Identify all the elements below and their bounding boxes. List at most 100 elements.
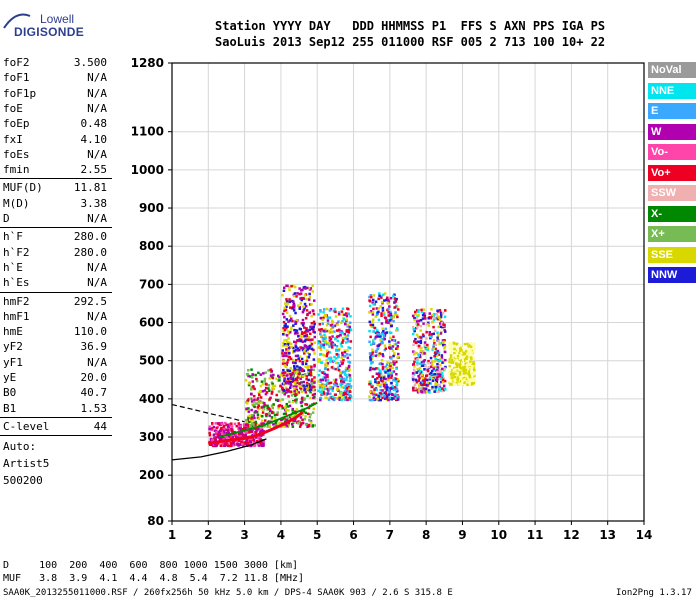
echo-point — [292, 284, 295, 288]
echo-point — [301, 340, 305, 343]
echo-point — [430, 365, 433, 368]
echo-point — [318, 328, 321, 331]
echo-point — [421, 376, 425, 380]
echo-point — [330, 331, 334, 334]
echo-point — [286, 417, 289, 420]
echo-point — [348, 390, 352, 393]
echo-point — [468, 375, 472, 379]
echo-point — [439, 322, 442, 325]
echo-point — [283, 286, 286, 289]
echo-point — [273, 413, 277, 417]
echo-point — [272, 387, 276, 391]
echo-point — [328, 339, 332, 342]
echo-point — [337, 349, 340, 352]
echo-point — [465, 360, 468, 363]
echo-point — [436, 331, 439, 334]
x-tick-label: 9 — [458, 528, 466, 542]
echo-point — [377, 375, 381, 378]
echo-point — [257, 442, 260, 446]
echo-point — [259, 396, 263, 399]
echo-point — [396, 347, 399, 350]
echo-point — [287, 320, 290, 323]
echo-point — [326, 364, 329, 367]
echo-point — [294, 354, 298, 358]
echo-point — [427, 365, 431, 369]
echo-point — [296, 370, 299, 373]
echo-point — [238, 434, 241, 437]
param-row: foE N/A — [0, 101, 110, 116]
echo-point — [249, 420, 253, 423]
echo-point — [289, 366, 292, 370]
echo-point — [298, 348, 301, 352]
param-key: hmE — [3, 325, 23, 339]
echo-point — [226, 424, 230, 427]
param-key: M(D) — [3, 196, 30, 210]
echo-point — [344, 368, 348, 372]
echo-point — [349, 385, 353, 388]
echo-point — [379, 385, 382, 388]
echo-point — [285, 374, 289, 377]
echo-point — [298, 385, 301, 388]
echo-point — [246, 441, 250, 445]
echo-point — [241, 433, 245, 437]
echo-point — [271, 390, 274, 394]
echo-point — [413, 383, 417, 386]
echo-point — [282, 354, 285, 357]
echo-point — [326, 343, 329, 346]
echo-point — [256, 397, 260, 400]
echo-point — [420, 346, 423, 350]
param-value: 11.81 — [73, 181, 107, 195]
echo-point — [417, 389, 421, 392]
echo-point — [452, 349, 456, 352]
echo-point — [342, 393, 345, 396]
echo-point — [423, 379, 426, 382]
echo-point — [306, 425, 309, 428]
legend-item-vo-: Vo- — [648, 144, 696, 160]
echo-point — [343, 322, 347, 325]
echo-point — [378, 333, 381, 336]
echo-point — [342, 316, 345, 320]
echo-point — [313, 397, 316, 400]
echo-point — [436, 375, 440, 378]
echo-point — [268, 407, 271, 411]
echo-point — [388, 340, 391, 343]
echo-point — [374, 315, 378, 318]
echo-point — [380, 359, 384, 362]
echo-point — [346, 323, 350, 327]
echo-point — [458, 366, 462, 369]
echo-point — [304, 391, 308, 394]
param-row: h`F2 280.0 — [0, 245, 110, 260]
echo-point — [297, 372, 301, 376]
echo-point — [260, 422, 264, 426]
echo-point — [273, 425, 276, 428]
echo-point — [286, 330, 290, 333]
echo-point — [451, 383, 454, 386]
echo-point — [393, 363, 396, 366]
echo-point — [208, 443, 212, 446]
echo-point — [348, 368, 351, 371]
echo-point — [381, 354, 385, 358]
echo-point — [264, 382, 268, 386]
echo-point — [429, 382, 432, 385]
echo-point — [326, 362, 330, 365]
echo-point — [310, 347, 314, 351]
echo-point — [215, 432, 218, 435]
echo-point — [346, 349, 349, 352]
echo-point — [413, 329, 416, 333]
echo-point — [298, 425, 302, 428]
echo-point — [336, 366, 340, 369]
echo-point — [297, 420, 300, 423]
echo-point — [378, 362, 381, 366]
echo-point — [216, 435, 220, 438]
echo-point — [303, 340, 307, 343]
echo-point — [282, 320, 286, 324]
echo-point — [258, 407, 261, 410]
echo-point — [454, 355, 458, 358]
echo-point — [414, 357, 417, 360]
echo-point — [380, 322, 384, 325]
echo-point — [304, 411, 308, 415]
echo-point — [348, 325, 351, 329]
x-tick-label: 5 — [313, 528, 321, 542]
echo-point — [296, 332, 299, 335]
echo-point — [290, 346, 293, 349]
